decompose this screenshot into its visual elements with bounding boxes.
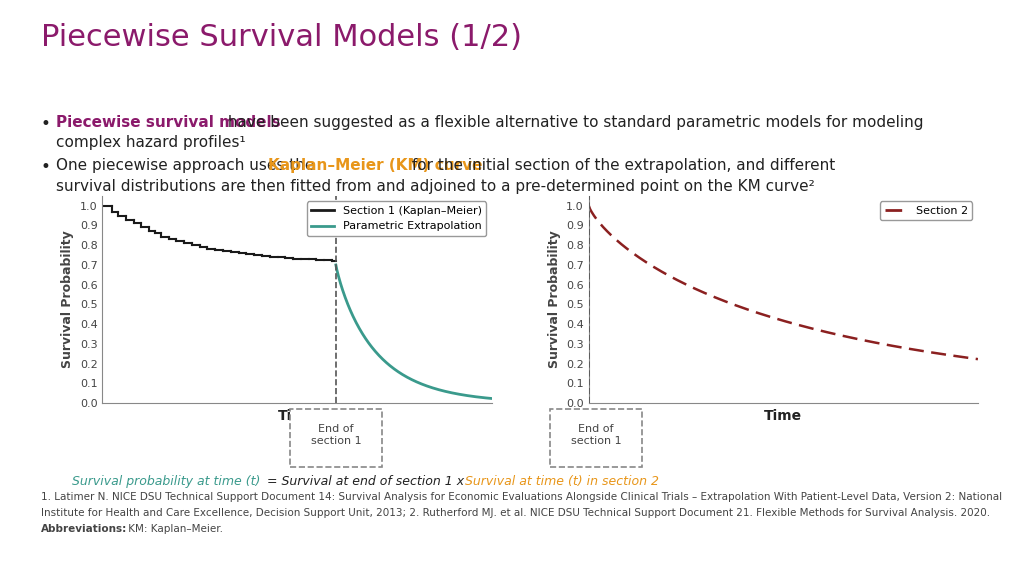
Text: •: • [41, 115, 51, 133]
Y-axis label: Survival Probability: Survival Probability [548, 230, 560, 369]
Text: complex hazard profiles¹: complex hazard profiles¹ [56, 135, 246, 150]
X-axis label: Time: Time [278, 409, 316, 423]
Text: 1. Latimer N. NICE DSU Technical Support Document 14: Survival Analysis for Econ: 1. Latimer N. NICE DSU Technical Support… [41, 492, 1002, 502]
Text: KM: Kaplan–Meier.: KM: Kaplan–Meier. [125, 524, 223, 533]
Text: Survival probability at time (t): Survival probability at time (t) [72, 475, 260, 488]
Text: Kaplan–Meier (KM) curve: Kaplan–Meier (KM) curve [268, 158, 482, 173]
Text: for the initial section of the extrapolation, and different: for the initial section of the extrapola… [407, 158, 835, 173]
Text: Abbreviations:: Abbreviations: [41, 524, 127, 533]
Legend: Section 2: Section 2 [881, 202, 973, 220]
Text: End of
section 1: End of section 1 [570, 424, 622, 446]
Text: •: • [41, 158, 51, 176]
Legend: Section 1 (Kaplan–Meier), Parametric Extrapolation: Section 1 (Kaplan–Meier), Parametric Ext… [307, 202, 486, 236]
Text: Piecewise survival models: Piecewise survival models [56, 115, 281, 130]
Text: Institute for Health and Care Excellence, Decision Support Unit, 2013; 2. Ruther: Institute for Health and Care Excellence… [41, 508, 990, 518]
Y-axis label: Survival Probability: Survival Probability [61, 230, 74, 369]
Text: have been suggested as a flexible alternative to standard parametric models for : have been suggested as a flexible altern… [223, 115, 924, 130]
Text: survival distributions are then fitted from and adjoined to a pre-determined poi: survival distributions are then fitted f… [56, 179, 815, 194]
Text: Survival at time (t) in section 2: Survival at time (t) in section 2 [465, 475, 658, 488]
X-axis label: Time: Time [764, 409, 803, 423]
Text: Piecewise Survival Models (1/2): Piecewise Survival Models (1/2) [41, 23, 522, 52]
Text: = Survival at end of section 1 x: = Survival at end of section 1 x [263, 475, 468, 488]
Text: End of
section 1: End of section 1 [310, 424, 361, 446]
Text: One piecewise approach uses the: One piecewise approach uses the [56, 158, 319, 173]
